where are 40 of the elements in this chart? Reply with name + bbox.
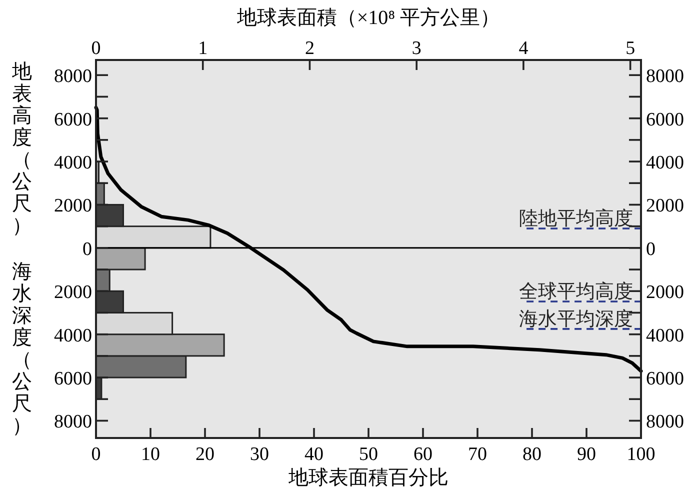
ref-line-label: 陸地平均高度 xyxy=(519,207,633,230)
x2-tick-label: 2 xyxy=(304,38,314,59)
y-tick-label: 0 xyxy=(82,238,92,260)
x-tick-label: 40 xyxy=(304,444,324,465)
x-axis-title: 地球表面積百分比 xyxy=(288,467,448,489)
x-tick-label: 10 xyxy=(141,444,160,465)
y-tick-label: 6000 xyxy=(54,368,92,390)
x-tick-label: 80 xyxy=(522,444,542,465)
y2-tick-label: 4000 xyxy=(646,152,684,174)
ref-line-label: 全球平均高度 xyxy=(519,280,633,302)
x-tick-label: 100 xyxy=(626,444,656,465)
x-tick-label: 60 xyxy=(414,444,432,465)
x2-axis-title: 地球表面積（×10⁸ 平方公里） xyxy=(236,6,500,29)
x-tick-label: 30 xyxy=(250,444,269,465)
x2-tick-label: 5 xyxy=(626,38,636,59)
x-tick-label: 20 xyxy=(196,444,214,465)
y2-tick-label: 8000 xyxy=(646,66,684,88)
y2-tick-label: 6000 xyxy=(646,109,684,130)
y-tick-label: 2000 xyxy=(54,196,92,217)
text: 海水深度（公尺） xyxy=(12,260,32,437)
y-axis-title: 地表高度（公尺） xyxy=(11,61,32,237)
y-tick-label: 8000 xyxy=(54,66,92,88)
y-tick-label: 4000 xyxy=(54,152,92,174)
y2-tick-label: 6000 xyxy=(646,368,684,390)
ref-line-label: 海水平均深度 xyxy=(519,308,633,330)
y2-tick-label: 2000 xyxy=(646,196,684,217)
y-tick-label: 6000 xyxy=(54,109,92,130)
x2-tick-label: 4 xyxy=(518,38,529,59)
x2-tick-label: 3 xyxy=(412,38,422,59)
x-tick-label: 70 xyxy=(468,444,487,465)
x2-tick-label: 1 xyxy=(198,38,208,59)
y2-tick-label: 0 xyxy=(646,238,656,260)
y-tick-label: 4000 xyxy=(54,325,92,346)
y-tick-label: 2000 xyxy=(54,282,92,304)
y2-tick-label: 4000 xyxy=(646,325,684,346)
y2-tick-label: 8000 xyxy=(646,412,684,433)
x-tick-label: 90 xyxy=(577,444,596,465)
x-tick-label: 50 xyxy=(359,444,378,465)
y-tick-label: 8000 xyxy=(54,412,92,433)
y2-tick-label: 2000 xyxy=(646,282,684,304)
